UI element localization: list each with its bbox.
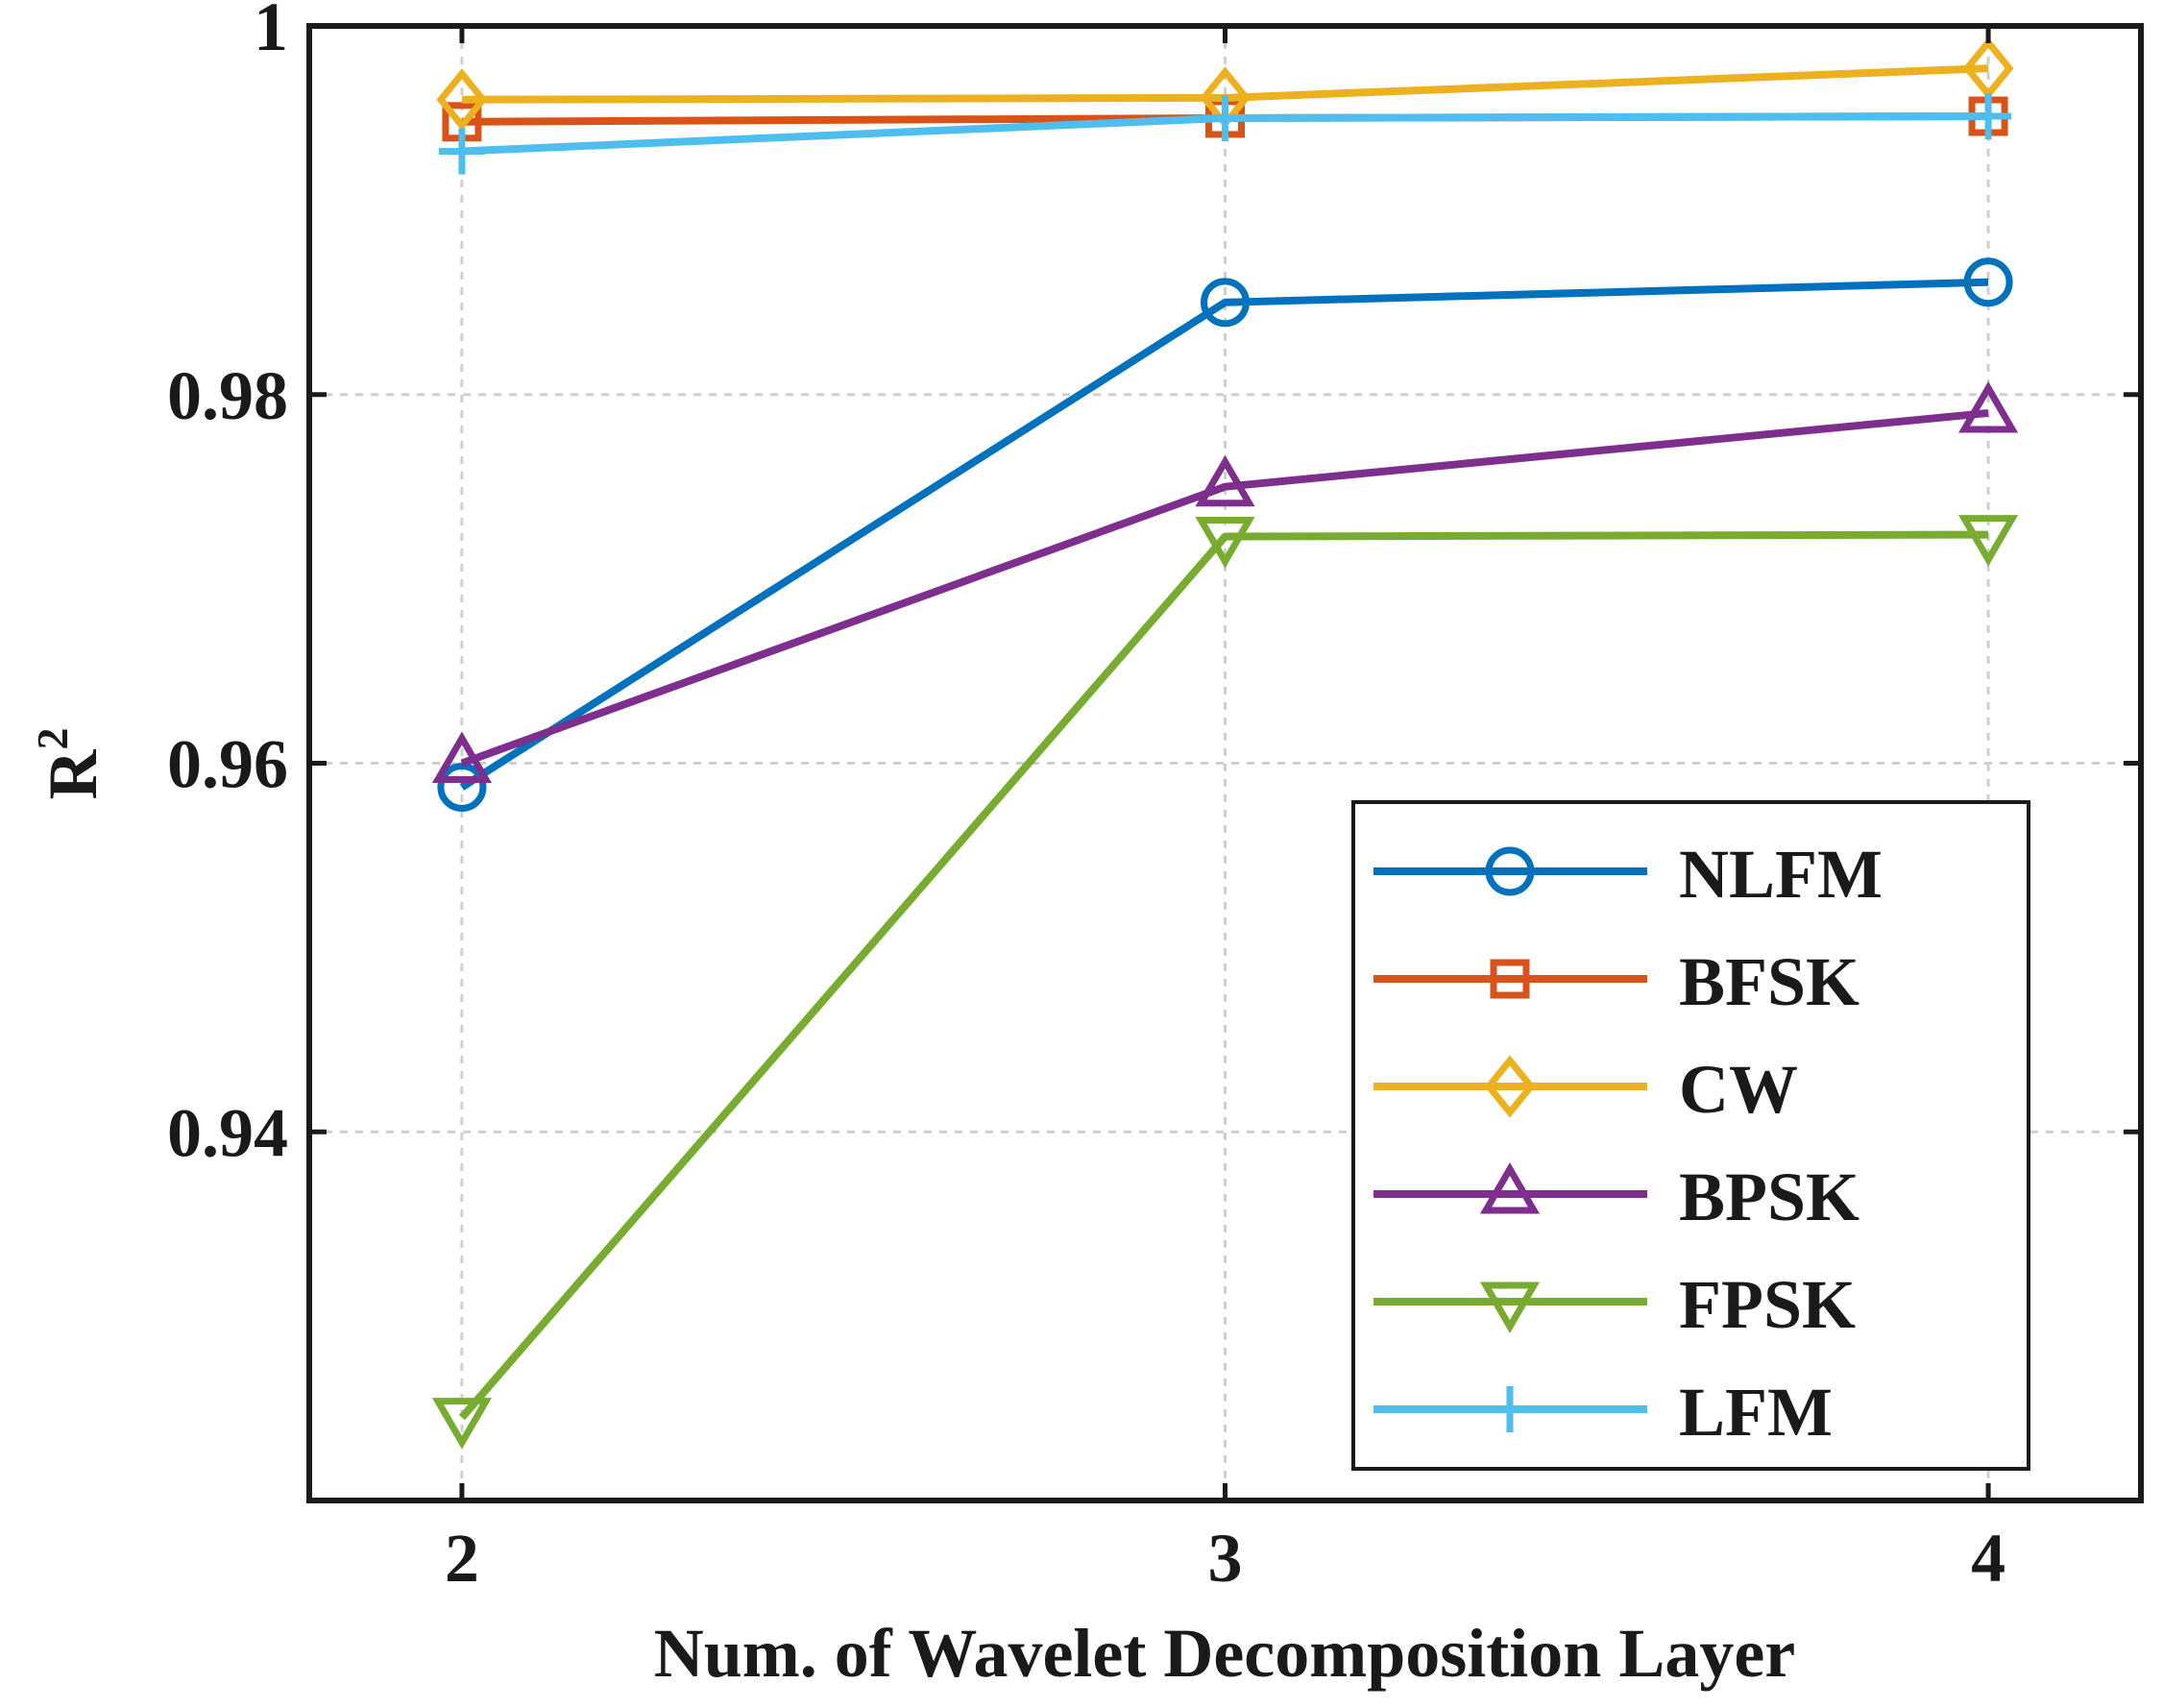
data-point-fpsk bbox=[1957, 515, 2019, 567]
axes: 2 3 4 0.94 0.96 0.98 1 bbox=[167, 0, 2141, 1597]
y-tick-label: 1 bbox=[254, 0, 288, 65]
x-axis-label: Num. of Wavelet Decomposition Layer bbox=[654, 1615, 1796, 1692]
data-point-nlfm bbox=[1201, 278, 1250, 328]
legend-item-fpsk: FPSK bbox=[1373, 1266, 1856, 1343]
series-lfm bbox=[438, 93, 2012, 175]
legend-marker-bfsk bbox=[1490, 959, 1530, 999]
series-line-nlfm bbox=[459, 278, 1989, 791]
y-axis-label-group: R2 bbox=[28, 728, 111, 800]
legend-item-cw: CW bbox=[1373, 1051, 1798, 1128]
legend-marker-cw bbox=[1484, 1055, 1536, 1118]
data-point-lfm bbox=[438, 128, 485, 175]
legend-item-lfm: LFM bbox=[1373, 1374, 1833, 1451]
legend-item-bfsk: BFSK bbox=[1373, 943, 1859, 1020]
series-fpsk bbox=[431, 515, 2019, 1450]
legend: NLFM BFSK CW BPSK FPSK LFM bbox=[1351, 800, 2030, 1471]
legend-label: CW bbox=[1679, 1051, 1798, 1128]
legend-label: BPSK bbox=[1679, 1159, 1859, 1235]
series-bpsk bbox=[431, 380, 2019, 783]
data-point-bpsk bbox=[1195, 454, 1255, 507]
legend-marker-lfm bbox=[1487, 1386, 1533, 1432]
data-point-lfm bbox=[1202, 94, 1249, 141]
legend-box bbox=[1351, 800, 2030, 1471]
y-tick-label: 0.98 bbox=[167, 357, 288, 434]
x-tick-label: 2 bbox=[445, 1520, 479, 1597]
legend-marker-nlfm bbox=[1485, 846, 1535, 896]
data-point-cw bbox=[436, 68, 488, 132]
legend-marker-bpsk bbox=[1479, 1162, 1541, 1214]
x-tick-label: 3 bbox=[1208, 1520, 1243, 1597]
legend-label: BFSK bbox=[1679, 943, 1859, 1020]
data-point-nlfm bbox=[437, 762, 487, 812]
y-axis-label-superscript: 2 bbox=[28, 728, 77, 750]
legend-marker-fpsk bbox=[1479, 1281, 1541, 1333]
y-axis-label: R2 bbox=[28, 728, 111, 800]
data-point-bpsk bbox=[431, 731, 493, 783]
y-tick-label: 0.94 bbox=[167, 1094, 288, 1171]
legend-item-nlfm: NLFM bbox=[1373, 836, 1883, 913]
legend-item-bpsk: BPSK bbox=[1373, 1159, 1859, 1235]
data-point-bpsk bbox=[1957, 380, 2019, 433]
legend-label: NLFM bbox=[1679, 836, 1883, 913]
legend-label: LFM bbox=[1679, 1374, 1833, 1451]
legend-label: FPSK bbox=[1679, 1266, 1856, 1343]
y-axis-label-base: R bbox=[35, 749, 111, 800]
data-point-fpsk bbox=[431, 1398, 493, 1450]
y-tick-label: 0.96 bbox=[167, 726, 288, 803]
series-nlfm bbox=[437, 257, 2013, 812]
series-layer bbox=[431, 37, 2019, 1450]
data-point-lfm bbox=[1965, 93, 2012, 140]
series-line-bpsk bbox=[460, 408, 1989, 768]
data-point-fpsk bbox=[1195, 516, 1255, 569]
x-tick-label: 4 bbox=[1971, 1520, 2005, 1597]
series-line-fpsk bbox=[458, 530, 1989, 1421]
data-point-nlfm bbox=[1963, 257, 2013, 307]
